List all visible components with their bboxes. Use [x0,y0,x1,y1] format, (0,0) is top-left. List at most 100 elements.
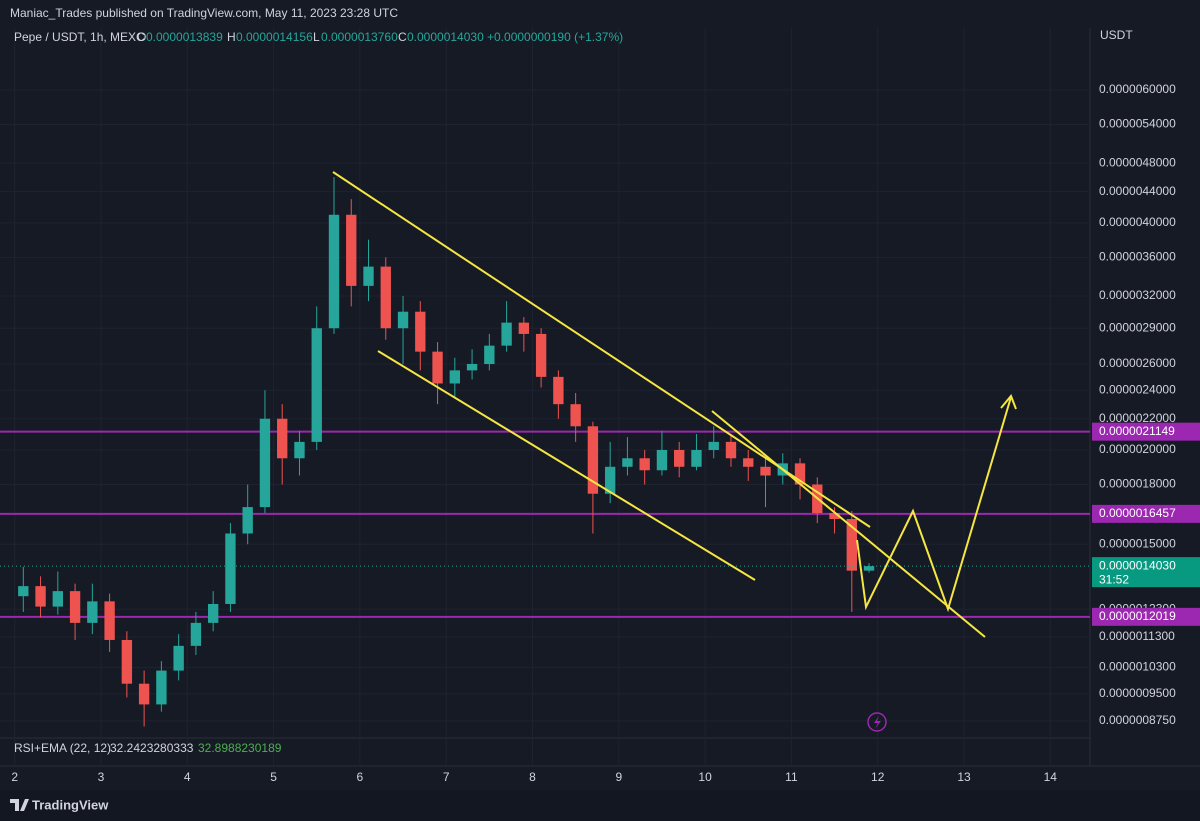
candle-body [708,441,719,450]
candle-body [639,458,650,471]
candle-body [52,591,64,607]
x-tick-label: 7 [443,770,450,784]
candle-body [449,370,460,384]
footer-logo [10,799,29,811]
y-tick-label: 0.0000009500 [1099,686,1176,700]
candle-body [484,345,495,365]
level-badge [1092,422,1200,441]
candle-body [725,441,737,459]
candle-body [277,418,288,459]
candle-body [138,683,150,705]
candle-body [501,322,512,346]
channel-lower [377,350,756,581]
candle-body [518,322,530,334]
candle-body [415,311,426,352]
x-tick-label: 9 [615,770,622,784]
candle-body [259,418,271,508]
candle-body [311,328,322,442]
candle-body [622,458,633,467]
candle-body [466,364,478,371]
x-tick-label: 4 [184,770,191,784]
candle-body [397,311,409,329]
indicator-name: RSI+EMA (22, 12) [14,741,111,755]
y-tick-label: 0.0000011300 [1099,629,1175,643]
y-tick-label: 0.0000020000 [1099,442,1176,456]
x-tick-label: 13 [957,770,971,784]
candle-body [18,586,29,597]
last-price-badge [1092,557,1200,588]
level-label: 0.0000012019 [1099,609,1176,623]
y-tick-label: 0.0000040000 [1099,215,1176,229]
x-tick-label: 14 [1044,770,1058,784]
candle-body [846,519,857,571]
candle-body [691,449,702,467]
change: +0.0000000190 (+1.37%) [487,30,623,44]
candle-body [553,376,564,405]
x-tick-label: 6 [357,770,364,784]
candle-body [104,601,115,640]
candle-body [570,404,581,427]
ohlc-value: 0.0000014030 [407,30,484,44]
candle-body [656,449,668,471]
x-tick-label: 2 [11,770,18,784]
footer-brand: TradingView [32,797,109,812]
ohlc-value: 0.0000013839 [146,30,223,44]
alert-icon[interactable] [867,712,887,732]
y-tick-label: 0.0000036000 [1099,250,1176,264]
x-tick-label: 10 [698,770,712,784]
candle-body [760,466,771,476]
candle-body [863,566,875,571]
candle-body [587,426,599,494]
y-axis-label: USDT [1100,28,1133,42]
candle-body [829,513,840,520]
publish-header: Maniac_Trades published on TradingView.c… [10,6,398,20]
x-tick-label: 8 [529,770,536,784]
x-tick-label: 3 [98,770,105,784]
level-label: 0.0000021149 [1099,424,1175,438]
ohlc-label: L [313,30,320,44]
symbol: Pepe / USDT, 1h, MEXC [14,30,145,44]
candle-body [794,463,806,485]
legend: Pepe / USDT, 1h, MEXC O 0.0000013839 H 0… [14,30,623,44]
alert-bolt [874,716,881,729]
level-badge [1092,607,1200,626]
y-tick-label: 0.0000018000 [1099,477,1176,491]
candle-body [380,266,391,329]
y-tick-label: 0.0000032000 [1099,288,1176,302]
y-tick-label: 0.0000029000 [1099,320,1176,334]
wedge-line [711,410,986,638]
y-tick-label: 0.0000024000 [1099,382,1176,396]
candle-body [207,603,219,623]
ohlc-label: O [137,30,146,44]
candle-body [432,351,443,384]
ema-value: 32.8988230189 [198,741,282,755]
candle-body [743,458,754,467]
candle-body [535,333,547,377]
candle-body [346,214,357,286]
footer-bar [0,790,1200,821]
candle-body [242,507,253,534]
level-label: 0.0000016457 [1099,506,1176,520]
candle-body [363,266,374,286]
projection-path [856,396,1012,613]
candle-body [294,441,305,459]
candle-body [35,586,46,607]
ohlc-value: 0.0000013760 [321,30,398,44]
candle-body [190,622,202,646]
x-tick-label: 5 [270,770,277,784]
y-tick-label: 0.0000022000 [1099,411,1176,425]
candle-body [328,214,340,329]
y-tick-label: 0.0000044000 [1099,184,1176,198]
grid [0,28,1090,766]
y-tick-label: 0.0000048000 [1099,155,1176,169]
candle-body [674,449,685,467]
y-tick-label: 0.0000054000 [1099,117,1176,131]
candle-body [121,639,133,684]
y-tick-label: 0.0000060000 [1099,82,1176,96]
ohlc-label: H [227,30,236,44]
x-tick-label: 12 [871,770,885,784]
candle-body [156,670,167,705]
last-price-label: 0.0000014030 [1099,558,1176,572]
